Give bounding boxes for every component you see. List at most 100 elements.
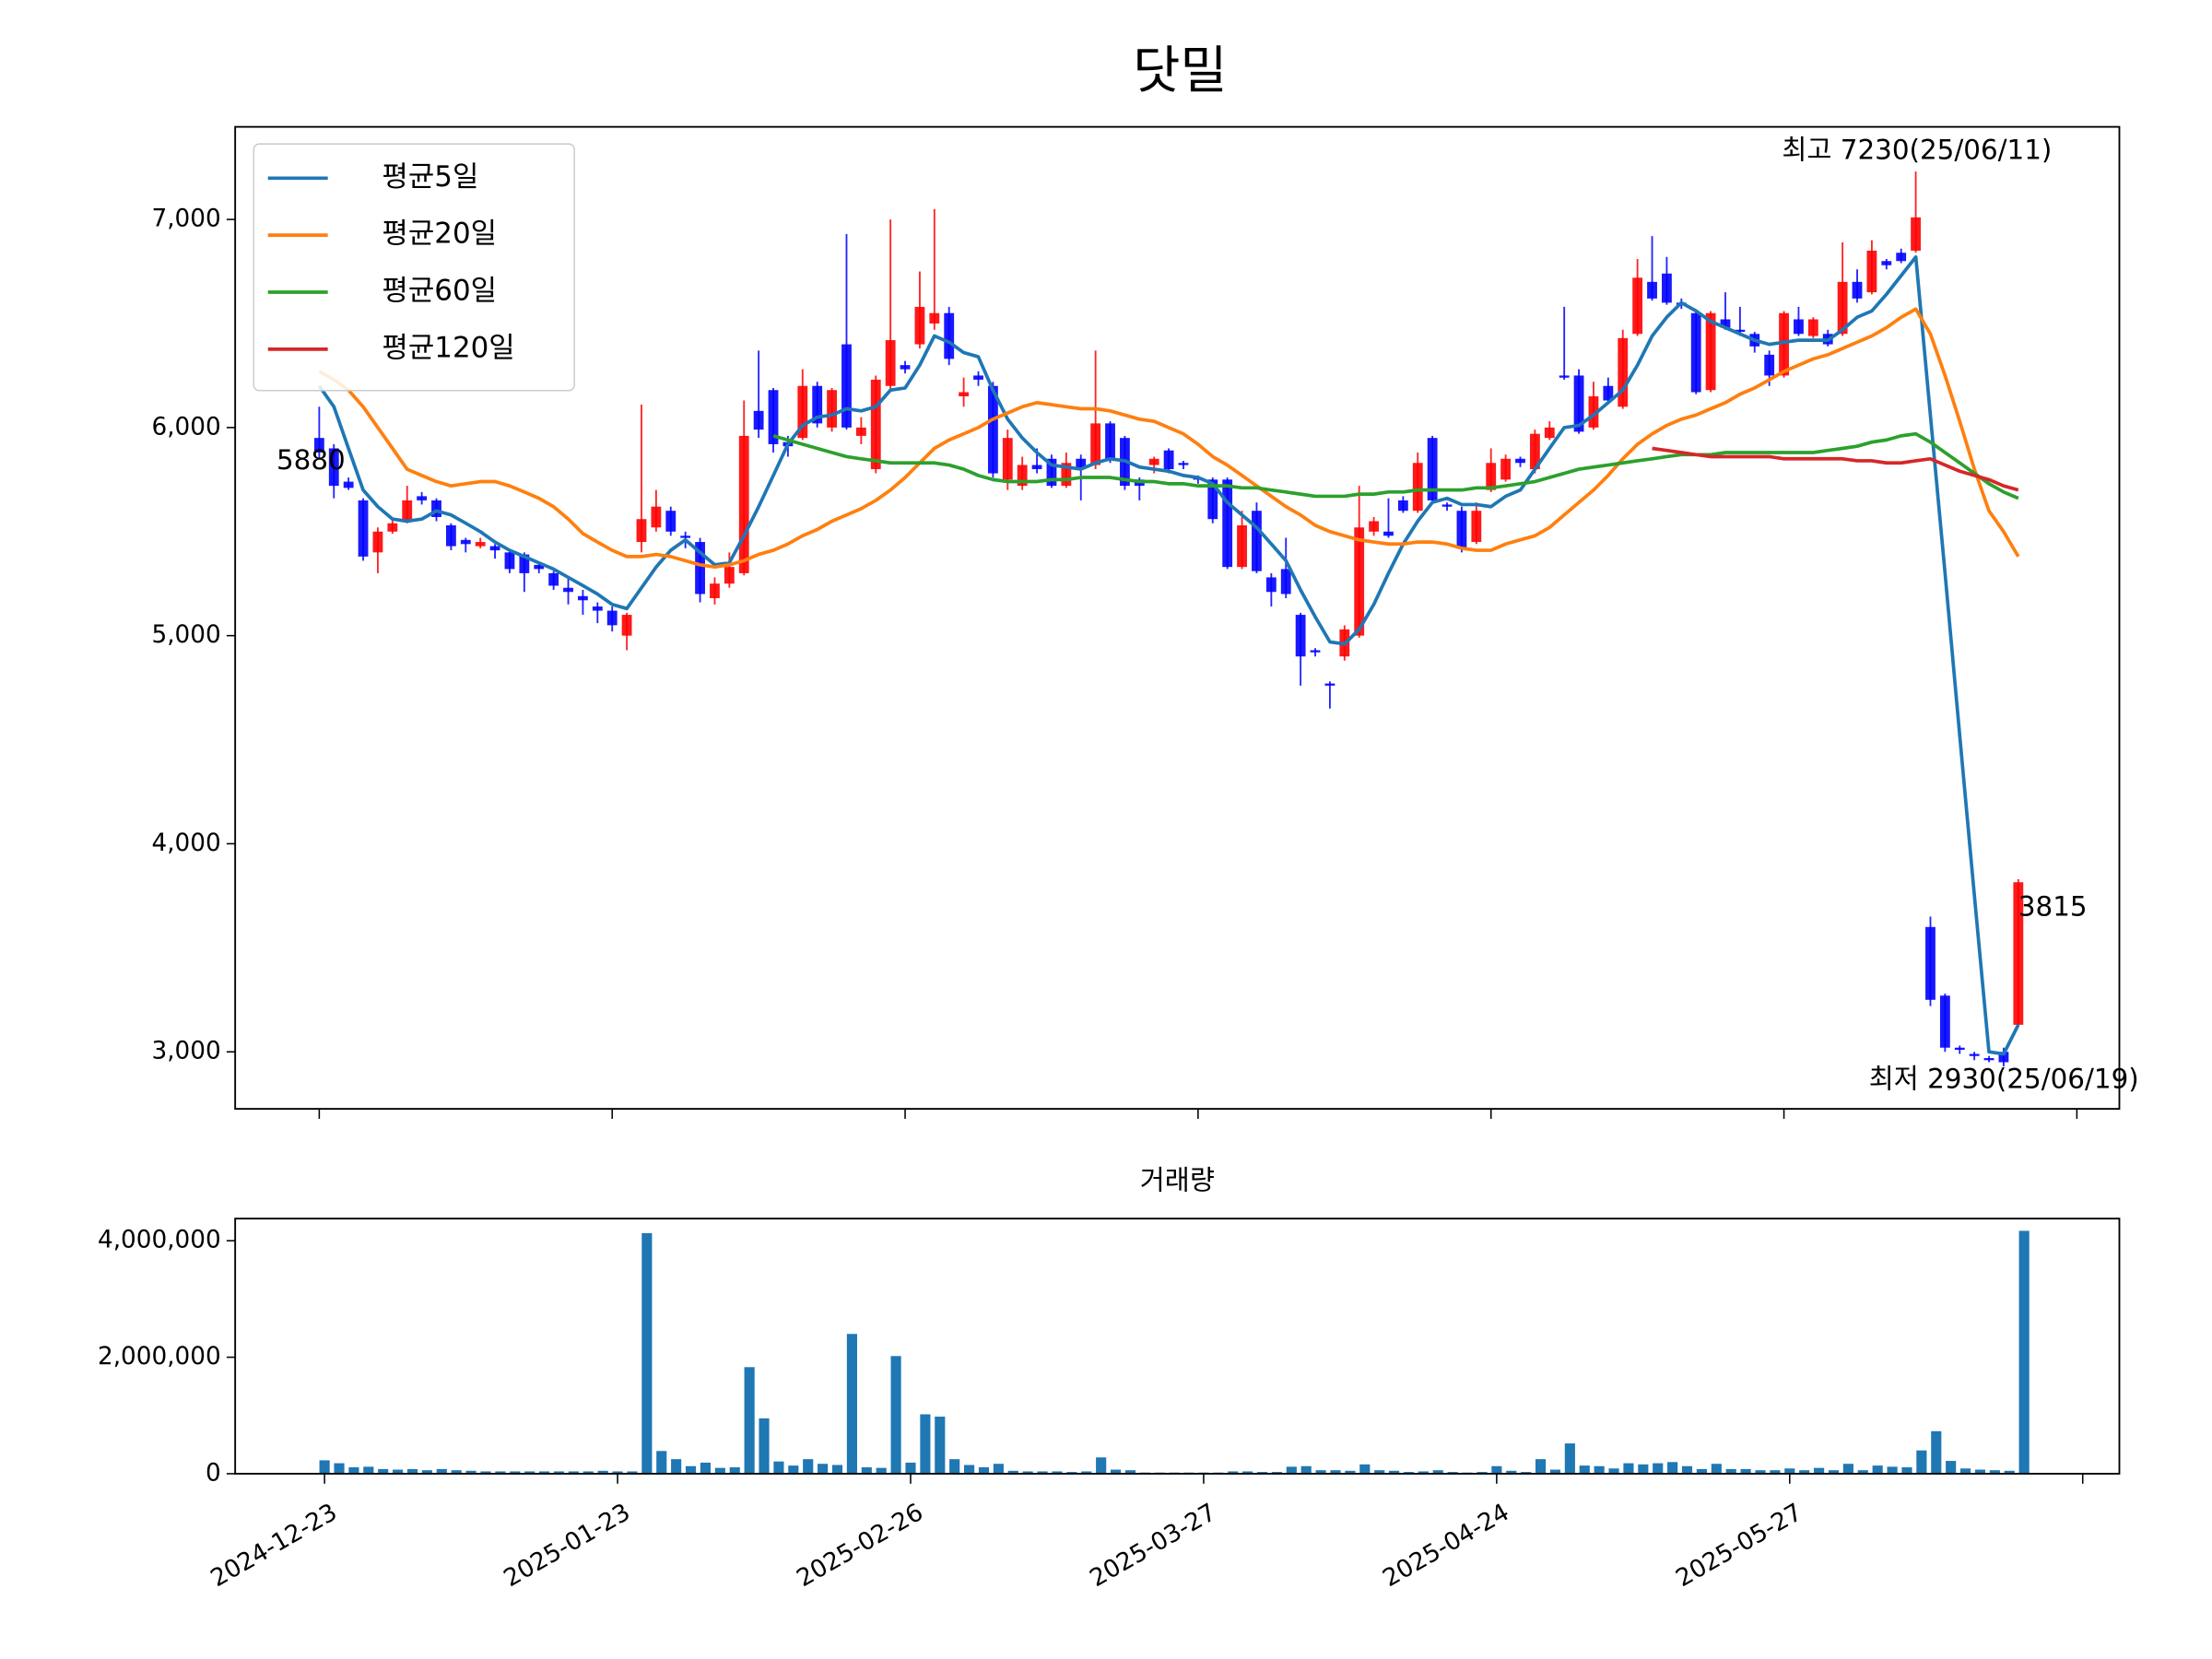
volume-bar <box>1989 1470 2000 1474</box>
legend-box <box>253 143 575 392</box>
volume-bar <box>685 1465 697 1474</box>
y-tick-label: 4,000 <box>151 830 220 857</box>
volume-bar <box>1579 1465 1590 1474</box>
candle-body <box>855 427 866 436</box>
ma-line <box>772 431 2019 500</box>
volume-bar <box>773 1461 784 1474</box>
volume-bar <box>568 1471 579 1474</box>
candle-body <box>885 340 896 386</box>
y-tick-label: 7,000 <box>151 206 220 233</box>
chart-title: 닷밀 <box>1133 41 1227 101</box>
volume-bar <box>1740 1468 1751 1474</box>
candle-body <box>1178 463 1189 465</box>
volume-bar <box>1418 1471 1429 1474</box>
candle-body <box>1690 312 1701 393</box>
legend-label: 평균20일 <box>382 218 497 251</box>
volume-bar <box>1315 1470 1326 1474</box>
candle-body <box>944 312 955 359</box>
candle-body <box>1866 250 1877 293</box>
volume-bar <box>1022 1471 1033 1474</box>
candle-body <box>313 438 324 453</box>
volume-bar <box>1667 1462 1678 1474</box>
candle-body <box>417 496 428 500</box>
candle-body <box>445 525 456 547</box>
volume-bar <box>876 1467 887 1474</box>
volume-bar <box>788 1465 799 1474</box>
candle-body <box>973 375 983 380</box>
volume-bar <box>553 1471 565 1474</box>
candle-body <box>1207 479 1218 520</box>
volume-bar <box>524 1471 535 1474</box>
candle-body <box>695 542 705 594</box>
candle-body <box>1573 375 1584 432</box>
candle-body <box>402 500 413 522</box>
candle-body <box>1237 525 1247 568</box>
volume-bar <box>1007 1470 1018 1474</box>
volume-bar <box>1931 1430 1942 1474</box>
volume-bar <box>1608 1468 1619 1474</box>
volume-bar <box>818 1464 829 1474</box>
volume-bar <box>1242 1471 1253 1474</box>
volume-bar <box>480 1471 491 1474</box>
candle-body <box>753 410 764 430</box>
candle-body <box>1427 438 1438 500</box>
volume-bar <box>1052 1471 1063 1474</box>
volume-bar <box>1506 1470 1517 1474</box>
y-tick-label: 0 <box>206 1459 221 1487</box>
candle-body <box>1061 463 1072 487</box>
candle-body <box>651 506 662 528</box>
candle-body <box>1456 511 1467 548</box>
candle-body <box>1764 354 1775 376</box>
volume-bar <box>1946 1461 1957 1474</box>
volume-bar <box>597 1470 608 1474</box>
volume-bar <box>935 1417 946 1474</box>
volume-bar <box>1842 1464 1853 1474</box>
candle-body <box>1998 1052 2009 1063</box>
volume-bar <box>1374 1470 1385 1474</box>
volume-bar <box>1711 1464 1722 1474</box>
volume-bar <box>582 1471 594 1474</box>
candle-body <box>1983 1058 1994 1061</box>
volume-bar <box>1916 1450 1927 1474</box>
volume-bar <box>905 1462 916 1474</box>
volume-bar <box>1594 1465 1605 1474</box>
candle-body <box>1588 396 1599 428</box>
volume-bar <box>393 1469 404 1474</box>
legend-label: 평균60일 <box>382 275 497 308</box>
annotation: 최고 7230(25/06/11) <box>1782 134 2052 165</box>
volume-bar <box>1564 1443 1575 1474</box>
candle-body <box>1265 577 1277 593</box>
volume-bar <box>890 1356 901 1474</box>
volume-bar <box>1066 1472 1077 1474</box>
volume-bar <box>1330 1470 1341 1474</box>
volume-bar <box>1389 1470 1400 1474</box>
volume-bar <box>978 1467 990 1474</box>
volume-bar <box>348 1467 359 1474</box>
volume-bar <box>1784 1468 1795 1474</box>
candle-body <box>1779 312 1789 376</box>
candle-body <box>1500 458 1512 480</box>
candle-body <box>1222 479 1233 568</box>
volume-bar <box>1799 1470 1810 1474</box>
volume-bar <box>1887 1466 1898 1474</box>
candle-body <box>870 379 881 470</box>
first-close-label: 5880 <box>276 444 346 476</box>
candle-body <box>2013 882 2024 1025</box>
candle-body <box>1441 504 1453 507</box>
volume-bar <box>1521 1472 1532 1474</box>
volume-bar <box>451 1470 462 1474</box>
volume-bar <box>495 1471 506 1474</box>
volume-bar <box>1960 1468 1971 1474</box>
candle-body <box>827 390 838 428</box>
candle-body <box>328 448 339 487</box>
volume-bar <box>964 1465 975 1474</box>
candle-body <box>1529 433 1540 470</box>
volume-bar <box>1681 1465 1693 1474</box>
candle-body <box>1647 281 1657 299</box>
candle-body <box>1852 281 1863 299</box>
volume-bar <box>1653 1463 1664 1474</box>
candle-body <box>1662 273 1672 303</box>
candle-body <box>1735 329 1746 333</box>
legend-label: 평균5일 <box>382 160 478 194</box>
volume-bar <box>1872 1465 1883 1474</box>
